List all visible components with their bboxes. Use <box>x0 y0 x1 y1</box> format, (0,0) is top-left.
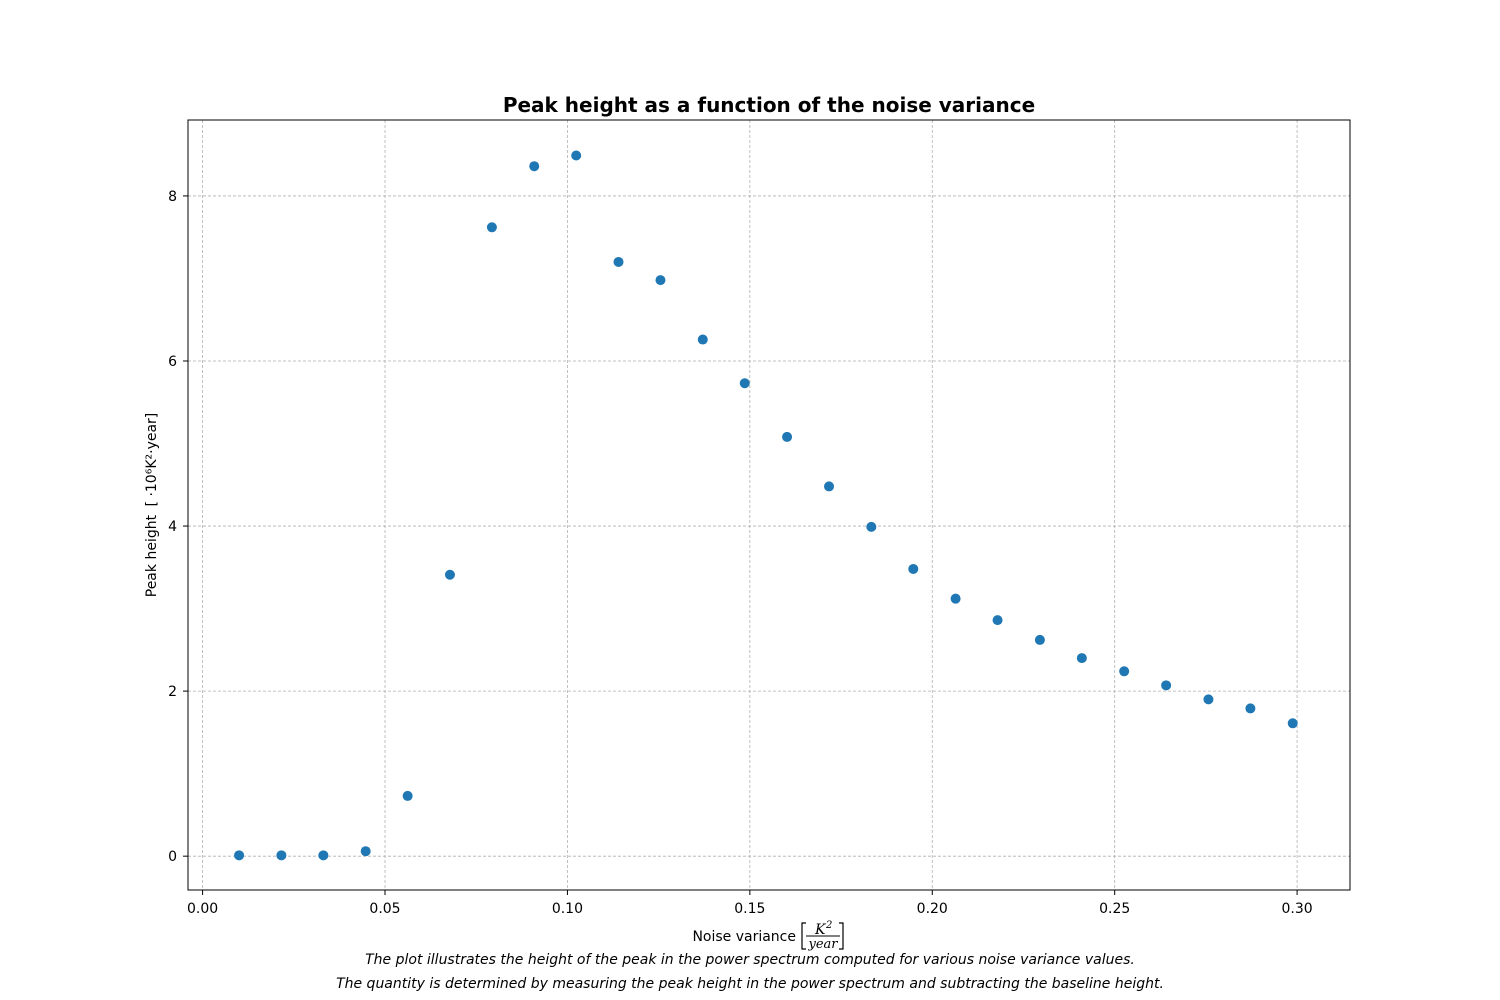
plot-frame <box>187 119 1351 891</box>
data-point <box>782 431 793 442</box>
y-tick-label: 8 <box>168 189 177 205</box>
data-point <box>529 161 540 172</box>
data-point <box>1076 653 1087 664</box>
data-point <box>655 275 666 286</box>
y-tick-label: 4 <box>168 519 177 535</box>
data-point <box>571 150 582 161</box>
data-point <box>613 256 624 267</box>
data-point <box>276 850 287 861</box>
x-axis-unit-right-bracket <box>839 922 844 950</box>
data-point <box>486 222 497 233</box>
y-axis-label: Peak height [ ·10⁶K²·year] <box>144 413 160 598</box>
x-tick-label: 0.10 <box>552 901 583 917</box>
data-point <box>1245 703 1256 714</box>
data-point <box>1034 634 1045 645</box>
data-point <box>1203 694 1214 705</box>
x-axis-label-text: Noise variance <box>692 929 796 945</box>
data-point <box>444 569 455 580</box>
y-axis-ticks: 0 2 4 6 8 <box>168 189 188 865</box>
y-axis-unit: [ ·10⁶K²·year] <box>144 413 160 507</box>
x-tick-label: 0.30 <box>1282 901 1313 917</box>
data-point <box>360 846 371 857</box>
data-point <box>739 378 750 389</box>
data-point <box>697 334 708 345</box>
y-axis-label-text: Peak height <box>144 514 160 597</box>
x-tick-label: 0.05 <box>369 901 400 917</box>
caption-line-1: The plot illustrates the height of the p… <box>365 952 1135 968</box>
y-tick-label: 6 <box>168 354 177 370</box>
x-axis-unit-power: 2 <box>825 920 832 931</box>
data-point <box>824 481 835 492</box>
grid <box>188 120 1350 890</box>
x-tick-label: 0.20 <box>917 901 948 917</box>
y-tick-label: 2 <box>168 684 177 700</box>
x-axis-label: Noise variance K 2 year <box>692 920 844 952</box>
data-points <box>234 150 1298 861</box>
x-axis-unit-numerator: K <box>814 922 827 938</box>
data-point <box>402 790 413 801</box>
data-point <box>1119 666 1130 677</box>
x-axis-unit-left-bracket <box>801 922 806 950</box>
data-point <box>908 563 919 574</box>
data-point <box>1287 718 1298 729</box>
x-tick-label: 0.15 <box>734 901 765 917</box>
data-point <box>318 850 329 861</box>
data-point <box>234 850 245 861</box>
x-axis-ticks: 0.00 0.05 0.10 0.15 0.20 0.25 0.30 <box>187 890 1313 917</box>
data-point <box>992 615 1003 626</box>
x-tick-label: 0.00 <box>187 901 218 917</box>
data-point <box>866 521 877 532</box>
caption-line-2: The quantity is determined by measuring … <box>336 976 1164 992</box>
data-point <box>950 593 961 604</box>
x-axis-unit-denominator: year <box>807 937 838 952</box>
y-tick-label: 0 <box>168 849 177 865</box>
x-tick-label: 0.25 <box>1099 901 1130 917</box>
chart-title: Peak height as a function of the noise v… <box>503 93 1035 117</box>
data-point <box>1161 680 1172 691</box>
